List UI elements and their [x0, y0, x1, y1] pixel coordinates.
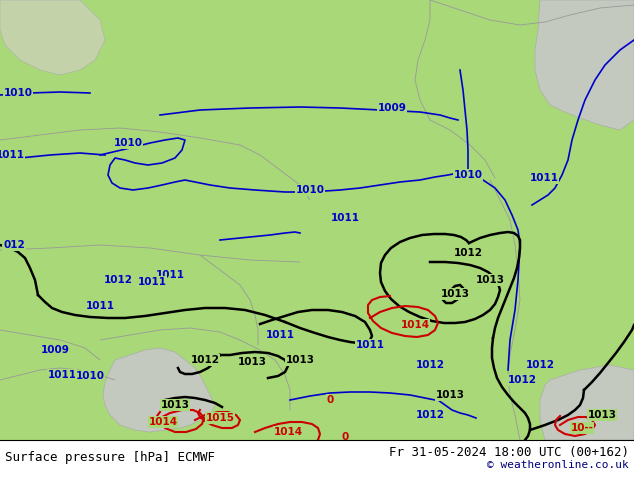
Polygon shape [535, 0, 634, 130]
Text: 0: 0 [327, 395, 333, 405]
Text: © weatheronline.co.uk: © weatheronline.co.uk [488, 460, 629, 470]
Text: 1012: 1012 [415, 360, 444, 370]
Polygon shape [0, 0, 105, 75]
Text: 1014: 1014 [401, 320, 430, 330]
Text: 1010: 1010 [113, 138, 143, 148]
Text: 1012: 1012 [190, 355, 219, 365]
Text: 1013: 1013 [588, 410, 616, 420]
Text: 1011: 1011 [48, 370, 77, 380]
Text: 1013: 1013 [285, 355, 314, 365]
Text: 1014: 1014 [273, 427, 302, 437]
Text: 1013: 1013 [436, 390, 465, 400]
Text: 1009: 1009 [378, 103, 406, 113]
Text: 1011: 1011 [155, 270, 184, 280]
Text: 1010: 1010 [295, 185, 325, 195]
Text: 1014: 1014 [148, 417, 178, 427]
Text: 1011: 1011 [0, 150, 25, 160]
Text: 10--: 10-- [571, 423, 593, 433]
Text: 1009: 1009 [41, 345, 70, 355]
Text: 1012: 1012 [526, 360, 555, 370]
Text: 1011: 1011 [356, 340, 384, 350]
Text: 1011: 1011 [529, 173, 559, 183]
Text: 1013: 1013 [476, 275, 505, 285]
Text: 1015: 1015 [205, 413, 235, 423]
Text: 1010: 1010 [4, 88, 32, 98]
Text: 1011: 1011 [86, 301, 115, 311]
Text: 1013: 1013 [441, 289, 470, 299]
Text: Surface pressure [hPa] ECMWF: Surface pressure [hPa] ECMWF [5, 450, 215, 464]
Text: 1012: 1012 [453, 248, 482, 258]
Text: 1010: 1010 [75, 371, 105, 381]
Text: 012: 012 [3, 240, 25, 250]
Text: 1011: 1011 [330, 213, 359, 223]
Bar [0, 440, 634, 490]
Polygon shape [540, 365, 634, 440]
Polygon shape [103, 348, 215, 432]
Text: Fr 31-05-2024 18:00 UTC (00+162): Fr 31-05-2024 18:00 UTC (00+162) [389, 445, 629, 459]
Text: 1013: 1013 [238, 357, 266, 367]
Text: 1010: 1010 [453, 170, 482, 180]
Text: 1011: 1011 [266, 330, 295, 340]
Text: 1012: 1012 [103, 275, 133, 285]
Text: 1013: 1013 [160, 400, 190, 410]
Text: 1012: 1012 [507, 375, 536, 385]
Text: 1012: 1012 [415, 410, 444, 420]
Text: 0: 0 [341, 432, 349, 442]
Text: 1011: 1011 [138, 277, 167, 287]
